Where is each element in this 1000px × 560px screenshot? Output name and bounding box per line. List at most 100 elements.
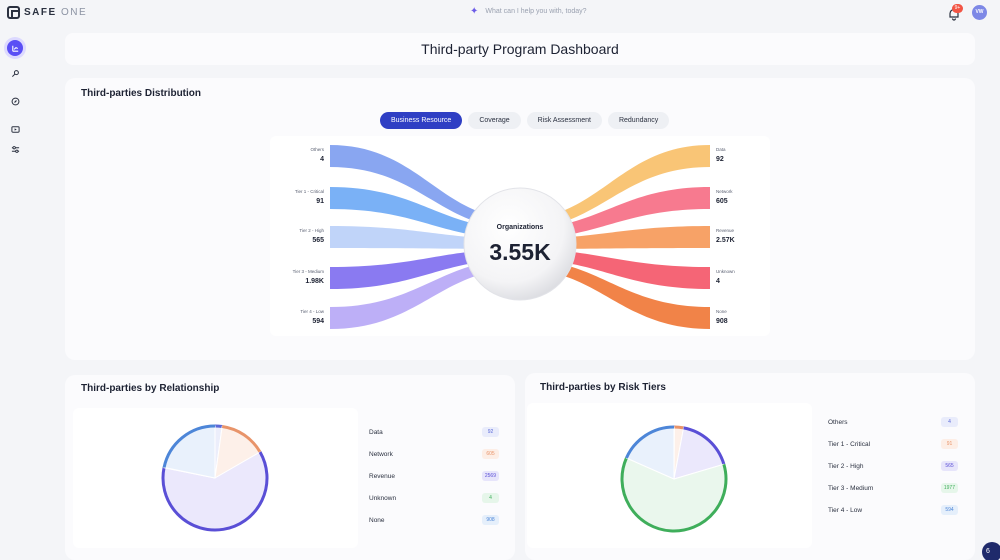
right-node-value-4: 908 [716,318,728,325]
sankey-link-right-4[interactable] [520,259,710,329]
sankey-link-left-4[interactable] [330,259,520,329]
risk-tiers-legend-value-0: 4 [941,417,958,427]
risk-tiers-arc-3 [620,457,728,533]
sankey-link-right-0[interactable] [520,145,710,229]
risk-tiers-legend-label-1: Tier 1 - Critical [828,440,871,448]
risk-tiers-legend-value-4: 594 [941,505,958,515]
risk-tiers-arc-4 [625,425,675,459]
relationship-arc-4 [162,424,216,468]
risk-tiers-legend-row-0[interactable]: Others 4 [828,415,958,429]
relationship-card: Third-parties by Relationship Data 92 Netw… [65,375,515,560]
distribution-card: Third-parties Distribution Business Reso… [65,78,975,360]
relationship-legend-value-1: 605 [482,449,499,459]
distribution-title: Third-parties Distribution [81,88,201,99]
left-node-label-1: Tier 1 - Critical [295,189,324,194]
risk-tiers-legend-label-4: Tier 4 - Low [828,506,863,514]
risk-tiers-legend-label-3: Tier 3 - Medium [828,484,874,492]
sparkle-icon: ✦ [470,6,479,17]
right-node-label-2: Revenue [716,228,735,233]
right-node-label-0: Data [716,147,726,152]
left-node-value-4: 594 [312,318,324,325]
relationship-legend-row-1[interactable]: Network 605 [369,447,499,461]
organizations-globe [463,187,577,301]
chat-launcher-button[interactable]: 6 [982,542,1000,560]
risk-tiers-chart-area [527,403,812,548]
right-node-value-0: 92 [716,156,724,163]
page-title: Third-party Program Dashboard [421,41,619,57]
key-search-icon [11,69,19,77]
sankey-chart: Others 4 Tier 1 - Critical 91 Tier 2 - High 5… [270,136,770,336]
risk-tiers-legend-row-3[interactable]: Tier 3 - Medium 1977 [828,481,958,495]
left-node-value-1: 91 [316,198,324,205]
left-node-label-3: Tier 3 - Medium [293,269,325,274]
risk-tiers-legend-value-2: 565 [941,461,958,471]
risk-tiers-legend-row-1[interactable]: Tier 1 - Critical 91 [828,437,958,451]
risk-tiers-legend-value-3: 1977 [940,483,958,493]
search-placeholder[interactable]: What can I help you with, today? [485,8,587,15]
left-node-value-0: 4 [320,156,324,163]
left-node-label-2: Tier 2 - High [299,228,324,233]
relationship-legend-label-1: Network [369,450,393,458]
relationship-legend-label-3: Unknown [369,494,397,502]
right-node-value-1: 605 [716,198,728,205]
relationship-title: Third-parties by Relationship [81,383,220,394]
right-node-label-1: Network [716,189,733,194]
right-node-label-4: None [716,309,727,314]
relationship-legend-row-3[interactable]: Unknown 4 [369,491,499,505]
right-node-value-3: 4 [716,278,720,285]
tab-business-resource[interactable]: Business Resource [380,112,463,129]
right-node-label-3: Unknown [716,269,735,274]
top-bar: SAFE ONE ✦ What can I help you with, tod… [0,0,1000,26]
sidebar-item-search[interactable] [7,65,23,81]
chat-count: 6 [986,548,990,555]
center-label: Organizations [497,224,544,231]
relationship-pie-chart [161,424,269,532]
risk-tiers-legend-label-2: Tier 2 - High [828,462,864,470]
risk-tiers-legend: Others 4 Tier 1 - Critical 91 Tier 2 - High 5… [828,415,958,530]
left-node-value-2: 565 [312,237,324,244]
risk-tiers-title: Third-parties by Risk Tiers [540,382,666,393]
relationship-legend-row-0[interactable]: Data 92 [369,425,499,439]
relationship-legend-row-4[interactable]: None 908 [369,513,499,527]
relationship-legend-label-0: Data [369,428,383,436]
sankey-svg: Others 4 Tier 1 - Critical 91 Tier 2 - High 5… [293,145,735,329]
notification-badge: 9+ [952,4,963,13]
app-logo[interactable]: SAFE ONE [7,6,87,19]
relationship-legend-value-3: 4 [482,493,499,503]
right-node-value-2: 2.57K [716,237,735,244]
tab-risk-assessment[interactable]: Risk Assessment [526,112,602,129]
sankey-link-left-0[interactable] [330,145,520,229]
risk-tiers-legend-row-2[interactable]: Tier 2 - High 565 [828,459,958,473]
distribution-tabs: Business Resource Coverage Risk Assessme… [380,112,670,129]
risk-tiers-arc-2 [683,426,726,465]
left-node-label-4: Tier 4 - Low [300,309,324,314]
logo-text-light: ONE [60,7,88,18]
sidebar [0,30,30,560]
relationship-legend: Data 92 Network 605 Revenue 2569 Unknown 4 None 9… [369,425,499,540]
relationship-legend-label-4: None [369,516,385,524]
tab-redundancy[interactable]: Redundancy [607,112,670,129]
tab-coverage[interactable]: Coverage [468,112,521,129]
logo-icon [7,6,20,19]
relationship-legend-value-0: 92 [482,427,499,437]
relationship-legend-row-2[interactable]: Revenue 2569 [369,469,499,483]
sidebar-item-dashboard[interactable] [7,40,23,56]
risk-tiers-pie-chart [620,425,728,533]
relationship-chart-area [73,408,358,548]
center-value: 3.55K [489,239,551,265]
sidebar-item-compass[interactable] [7,93,23,109]
sidebar-item-media[interactable] [7,121,23,137]
left-node-value-3: 1.98K [305,278,324,285]
assistant-search[interactable]: ✦ What can I help you with, today? [470,6,587,17]
relationship-legend-label-2: Revenue [369,472,396,480]
risk-tiers-legend-label-0: Others [828,418,848,426]
dashboard-icon [11,45,18,52]
logo-text-bold: SAFE [24,7,57,18]
play-box-icon [10,125,20,133]
avatar[interactable]: VW [972,5,987,20]
left-node-label-0: Others [310,147,324,152]
sliders-icon [11,145,19,153]
risk-tiers-legend-row-4[interactable]: Tier 4 - Low 594 [828,503,958,517]
sidebar-item-settings[interactable] [7,141,23,157]
relationship-legend-value-4: 908 [482,515,499,525]
